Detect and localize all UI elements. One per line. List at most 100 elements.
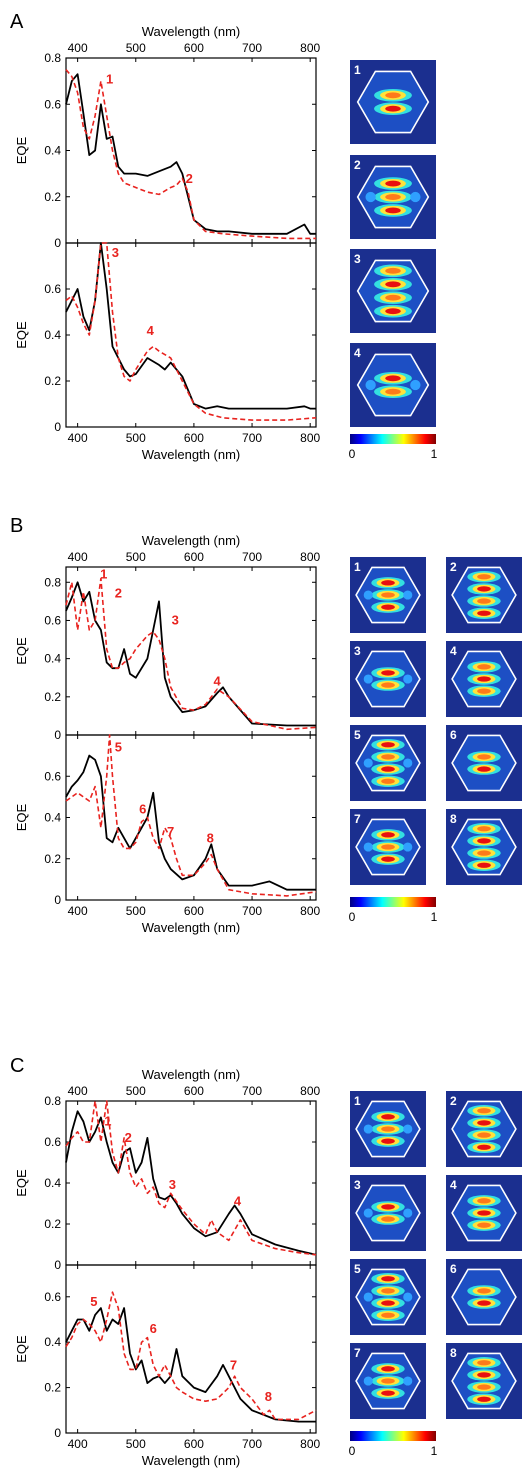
y-tick-label: 0 [54,893,61,907]
field-map-label: 5 [354,1262,361,1276]
field-map-label: 6 [450,1262,457,1276]
colorbar-min-label: 0 [349,1444,356,1458]
peak-annotation: 3 [112,245,119,260]
field-map: 3 [350,1175,426,1251]
y-axis-title: EQE [14,637,29,665]
hexagon-outline [355,1268,421,1326]
panel-label: B [10,515,23,537]
field-map-blob [385,375,401,382]
measured-eqe-line [65,1110,317,1256]
colorbar-min-label: 0 [349,447,356,461]
x-tick-label-top: 500 [126,1084,146,1098]
hexagon-outline [356,353,430,417]
subplot: 0 0.2 0.4 0.6 0.8 EQE 400 500 600 700 800 1 2 [14,41,321,250]
panel-B: B Wavelength (nm) Wavelength (nm) 0 0.2 0.4 0.… [10,515,522,935]
peak-annotation: 4 [234,1194,242,1209]
y-tick-label: 0 [54,728,61,742]
field-map-blob [403,758,413,768]
field-map-blob [410,191,421,203]
field-map-label: 3 [354,1178,361,1192]
peak-annotation: 2 [186,171,193,186]
x-axis-title-top: Wavelength (nm) [142,1067,241,1082]
x-axis-title-bottom: Wavelength (nm) [142,1453,241,1468]
peak-annotation: 7 [230,1357,237,1372]
field-map-blob [477,1360,491,1366]
simulated-eqe-line [65,69,316,240]
field-map-blob [385,180,401,187]
peak-annotation: 4 [214,673,222,688]
field-map-blob [477,676,491,682]
field-map: 2 [446,557,522,633]
field-map-interior [452,1353,516,1409]
y-tick-label: 0.2 [44,190,61,204]
field-map-blob [403,1208,413,1218]
field-maps: 1 2 3 4 0 1 [349,60,438,461]
peak-annotation: 2 [125,1130,132,1145]
field-map-blob [381,670,395,676]
field-map-blob [363,1292,373,1302]
field-map-blob [410,379,421,391]
field-map-interior [452,819,516,875]
field-map-label: 4 [354,346,361,360]
y-tick-label: 0.6 [44,769,61,783]
peak-annotation: 7 [167,824,174,839]
field-map-blob [477,598,491,604]
field-map-blob [381,754,395,760]
x-tick-label-top: 600 [184,1084,204,1098]
hexagon-outline [451,1352,517,1410]
field-map: 7 [350,809,426,885]
field-map-blob [477,586,491,592]
field-map-blob [477,610,491,616]
y-tick-label: 0.4 [44,1335,61,1349]
field-map-blob [477,1384,491,1390]
field-map: 1 [350,557,426,633]
field-map-label: 8 [450,1346,457,1360]
x-tick-label-top: 800 [300,41,320,55]
x-tick-label-bottom: 700 [242,1437,262,1451]
field-map-blob [381,742,395,748]
x-tick-label-top: 800 [300,1084,320,1098]
field-map-blob [385,194,401,200]
field-map: 5 [350,725,426,801]
y-tick-label: 0 [54,1426,61,1440]
field-map-blob [381,1288,395,1294]
colorbar-min-label: 0 [349,910,356,924]
field-map-blob [381,580,395,586]
field-map-blob [381,844,395,850]
field-map-blob [477,574,491,580]
y-axis-title: EQE [14,803,29,831]
field-map-blob [381,1378,395,1384]
x-tick-label-bottom: 400 [68,431,88,445]
field-map-blob [403,842,413,852]
colorbar [350,434,436,444]
measured-eqe-line [65,1307,316,1423]
peak-annotation: 6 [139,801,146,816]
field-map-blob [477,850,491,856]
field-map-blob [381,1216,395,1222]
peak-annotation: 1 [104,1114,111,1129]
x-tick-label-top: 500 [126,41,146,55]
field-map-label: 6 [450,728,457,742]
x-tick-label-bottom: 600 [184,431,204,445]
x-tick-label-bottom: 700 [242,904,262,918]
peak-annotation: 3 [169,1177,176,1192]
field-map-blob [477,766,491,772]
field-map-blob [385,105,401,112]
y-tick-label: 0.4 [44,1176,61,1190]
hexagon-outline [356,70,430,134]
y-tick-label: 0.2 [44,852,61,866]
y-tick-label: 0.8 [44,1094,61,1108]
x-tick-label-bottom: 600 [184,1437,204,1451]
subplot: 0 0.2 0.4 0.6 EQE 400 500 600 700 800 3 4 [14,242,321,445]
field-map: 3 [350,249,436,333]
field-map-label: 3 [354,644,361,658]
x-axis-title-top: Wavelength (nm) [142,533,241,548]
subplot: 0 0.2 0.4 0.6 EQE 400 500 600 700 800 5 6 7 8 [14,1264,321,1451]
hexagon-outline [355,1352,421,1410]
field-map: 6 [446,1259,522,1335]
peak-annotation: 3 [172,612,179,627]
y-axis-title: EQE [14,1169,29,1197]
field-map-blob [477,664,491,670]
field-map-interior [452,1269,516,1325]
x-tick-label-bottom: 800 [300,431,320,445]
